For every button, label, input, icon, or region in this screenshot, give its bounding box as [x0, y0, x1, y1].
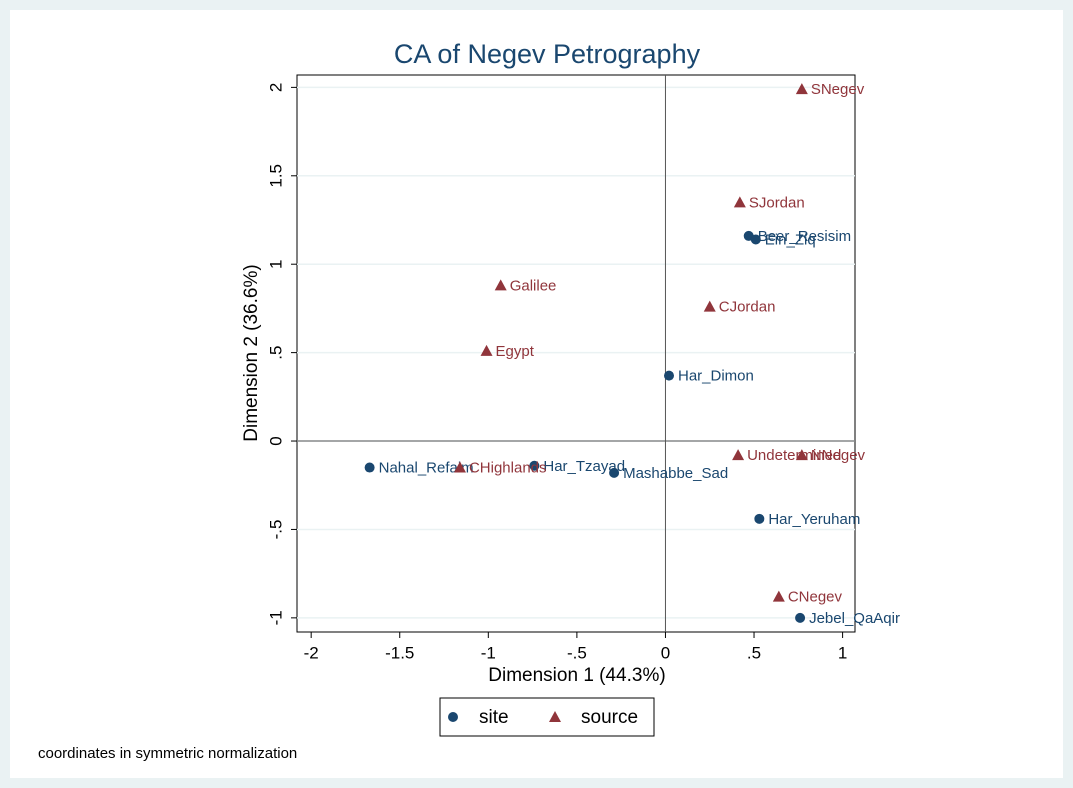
point — [703, 300, 716, 312]
legend-label: site — [479, 707, 509, 728]
point — [795, 83, 808, 95]
x-axis-title: Dimension 1 (44.3%) — [488, 665, 665, 686]
point-label: CJordan — [719, 299, 776, 316]
legend-marker — [448, 712, 458, 722]
point-label: CNegev — [788, 589, 843, 606]
point — [364, 462, 375, 473]
point — [609, 467, 620, 478]
y-tick-label: 1.5 — [266, 164, 285, 188]
point — [795, 612, 806, 623]
point — [453, 461, 466, 473]
point-label: CHighlands — [469, 460, 547, 477]
y-tick-label: -1 — [266, 610, 285, 625]
x-tick-label: -2 — [304, 643, 319, 662]
x-tick-label: -1 — [481, 643, 496, 662]
point-label: SNegev — [811, 81, 865, 98]
point — [529, 460, 540, 471]
point-label: Mashabbe_Sad — [623, 465, 728, 482]
point-label: NNegev — [811, 447, 866, 464]
point-label: Har_Dimon — [678, 368, 754, 385]
y-tick-label: 2 — [266, 83, 285, 92]
chart-title: CA of Negev Petrography — [394, 39, 701, 69]
point-label: Har_Yeruham — [768, 511, 860, 528]
y-tick-label: 0 — [266, 436, 285, 445]
point — [480, 344, 493, 356]
point-label: Nahal_Refaim — [379, 460, 474, 477]
y-tick-label: 1 — [266, 259, 285, 268]
x-tick-label: .5 — [747, 643, 761, 662]
legend-label: source — [581, 707, 638, 728]
point — [732, 449, 745, 461]
point-label: Beer_Resisim — [758, 228, 851, 245]
point-label: Galilee — [510, 277, 557, 294]
point-label: SJordan — [749, 194, 805, 211]
point — [664, 370, 674, 381]
point-label: Ein_Ziq — [765, 231, 816, 248]
point — [772, 590, 785, 602]
x-tick-label: 1 — [838, 643, 847, 662]
plot-region — [296, 74, 856, 633]
point — [795, 449, 808, 461]
legend-marker — [549, 711, 561, 722]
y-tick-label: .5 — [266, 346, 285, 360]
point — [733, 196, 746, 208]
point — [494, 279, 507, 291]
x-tick-label: -1.5 — [385, 643, 414, 662]
point-label: Egypt — [496, 343, 535, 360]
point — [750, 234, 761, 245]
point-label: Jebel_QaAqir — [809, 610, 900, 627]
point — [754, 513, 765, 524]
y-tick-label: -.5 — [266, 520, 285, 540]
x-tick-label: -.5 — [567, 643, 587, 662]
y-axis-title: Dimension 2 (36.6%) — [241, 264, 262, 441]
note: coordinates in symmetric normalization — [38, 745, 297, 762]
point-label: Har_Tzayad — [543, 458, 625, 475]
x-tick-label: 0 — [661, 643, 670, 662]
legend — [439, 697, 655, 737]
point-label: Undetermined — [747, 447, 841, 464]
